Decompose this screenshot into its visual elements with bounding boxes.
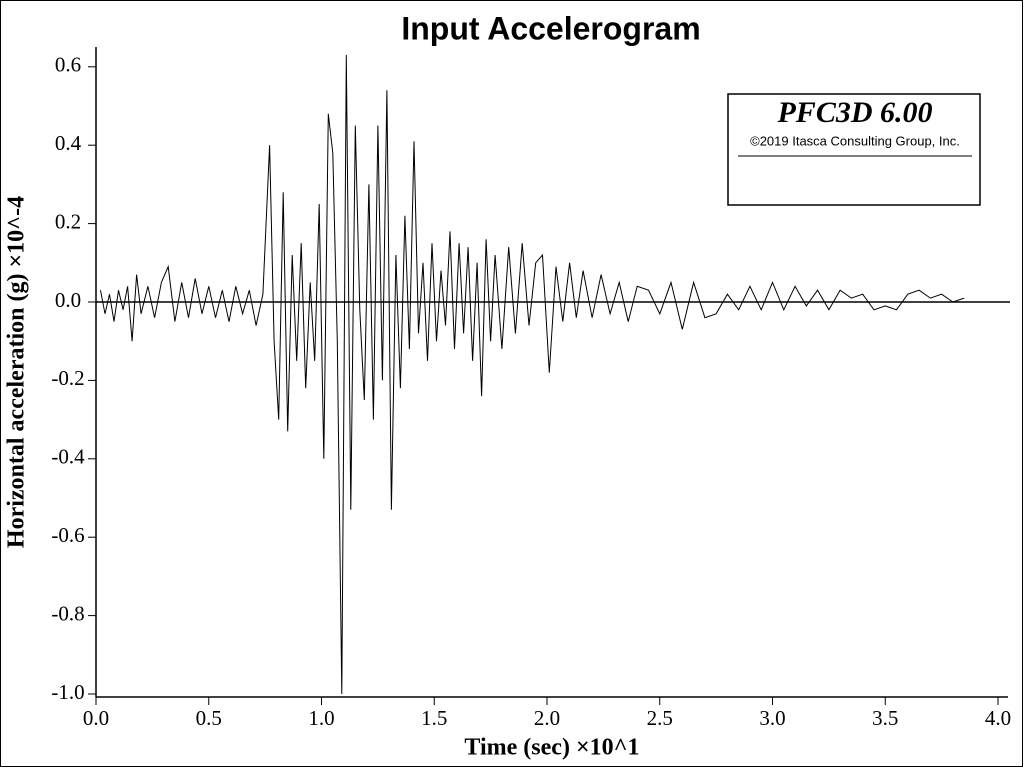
- x-tick-label: 0.0: [83, 706, 109, 730]
- y-tick-label: 0.2: [55, 209, 81, 233]
- y-tick-label: 0.0: [55, 288, 81, 312]
- line-series: [100, 54, 965, 695]
- copyright: ©2019 Itasca Consulting Group, Inc.: [750, 133, 960, 148]
- y-tick-label: 0.6: [55, 53, 81, 77]
- x-tick-label: 0.5: [196, 706, 222, 730]
- y-axis-label: Horizontal acceleration (g) ×10^-4: [4, 196, 30, 548]
- y-tick-label: -0.4: [51, 445, 85, 469]
- x-tick-label: 2.5: [647, 706, 673, 730]
- software-name: PFC3D 6.00: [776, 96, 932, 129]
- x-axis-label: Time (sec) ×10^1: [464, 735, 639, 761]
- x-tick-label: 4.0: [985, 706, 1011, 730]
- y-tick-label: -0.6: [51, 523, 84, 547]
- info-box: [727, 93, 981, 206]
- y-tick-label: -0.2: [51, 366, 84, 390]
- x-tick-label: 1.0: [308, 706, 334, 730]
- x-tick-label: 2.0: [534, 706, 560, 730]
- x-tick-label: 3.5: [872, 706, 898, 730]
- x-tick-label: 3.0: [759, 706, 785, 730]
- chart-title: Input Accelerogram: [401, 10, 700, 46]
- y-tick-label: 0.4: [55, 131, 82, 155]
- y-tick-label: -1.0: [51, 680, 84, 704]
- y-tick-label: -0.8: [51, 601, 84, 625]
- x-tick-label: 1.5: [421, 706, 447, 730]
